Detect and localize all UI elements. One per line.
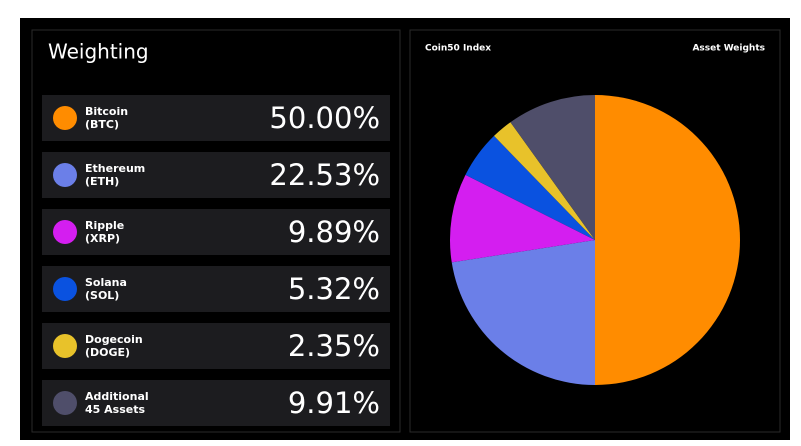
pie-slice bbox=[451, 240, 595, 385]
pie-slice bbox=[494, 122, 595, 240]
weight-row bbox=[42, 209, 390, 255]
asset-weight: 5.32% bbox=[288, 272, 380, 306]
asset-name: Ethereum bbox=[85, 162, 145, 175]
weight-row bbox=[42, 266, 390, 312]
weight-row bbox=[42, 380, 390, 426]
asset-name: Bitcoin bbox=[85, 105, 128, 118]
legend-marker bbox=[53, 277, 77, 301]
weight-row bbox=[42, 152, 390, 198]
asset-weight: 50.00% bbox=[269, 101, 380, 135]
asset-sublabel: 45 Assets bbox=[85, 403, 145, 416]
pie-slice bbox=[510, 95, 595, 240]
asset-sublabel: (ETH) bbox=[85, 175, 119, 188]
asset-weight: 22.53% bbox=[269, 158, 380, 192]
asset-weight: 9.91% bbox=[288, 386, 380, 420]
legend-marker bbox=[53, 163, 77, 187]
asset-sublabel: (SOL) bbox=[85, 289, 119, 302]
asset-sublabel: (XRP) bbox=[85, 232, 120, 245]
heading: Weighting bbox=[48, 40, 149, 64]
legend-marker bbox=[53, 220, 77, 244]
weight-row bbox=[42, 323, 390, 369]
pie-slice bbox=[465, 135, 595, 240]
asset-weight: 9.89% bbox=[288, 215, 380, 249]
asset-sublabel: (DOGE) bbox=[85, 346, 130, 359]
legend-marker bbox=[53, 106, 77, 130]
asset-name: Dogecoin bbox=[85, 333, 143, 346]
legend-marker bbox=[53, 334, 77, 358]
asset-weight: 2.35% bbox=[288, 329, 380, 363]
legend-marker bbox=[53, 391, 77, 415]
asset-name: Solana bbox=[85, 276, 127, 289]
pie-slice bbox=[450, 174, 595, 263]
asset-name: Ripple bbox=[85, 219, 124, 232]
chart-title: Coin50 Index bbox=[425, 44, 491, 54]
weight-row bbox=[42, 95, 390, 141]
chart-subtitle: Asset Weights bbox=[692, 44, 765, 54]
pie-slice bbox=[595, 95, 740, 385]
asset-sublabel: (BTC) bbox=[85, 118, 119, 131]
asset-name: Additional bbox=[85, 390, 149, 403]
